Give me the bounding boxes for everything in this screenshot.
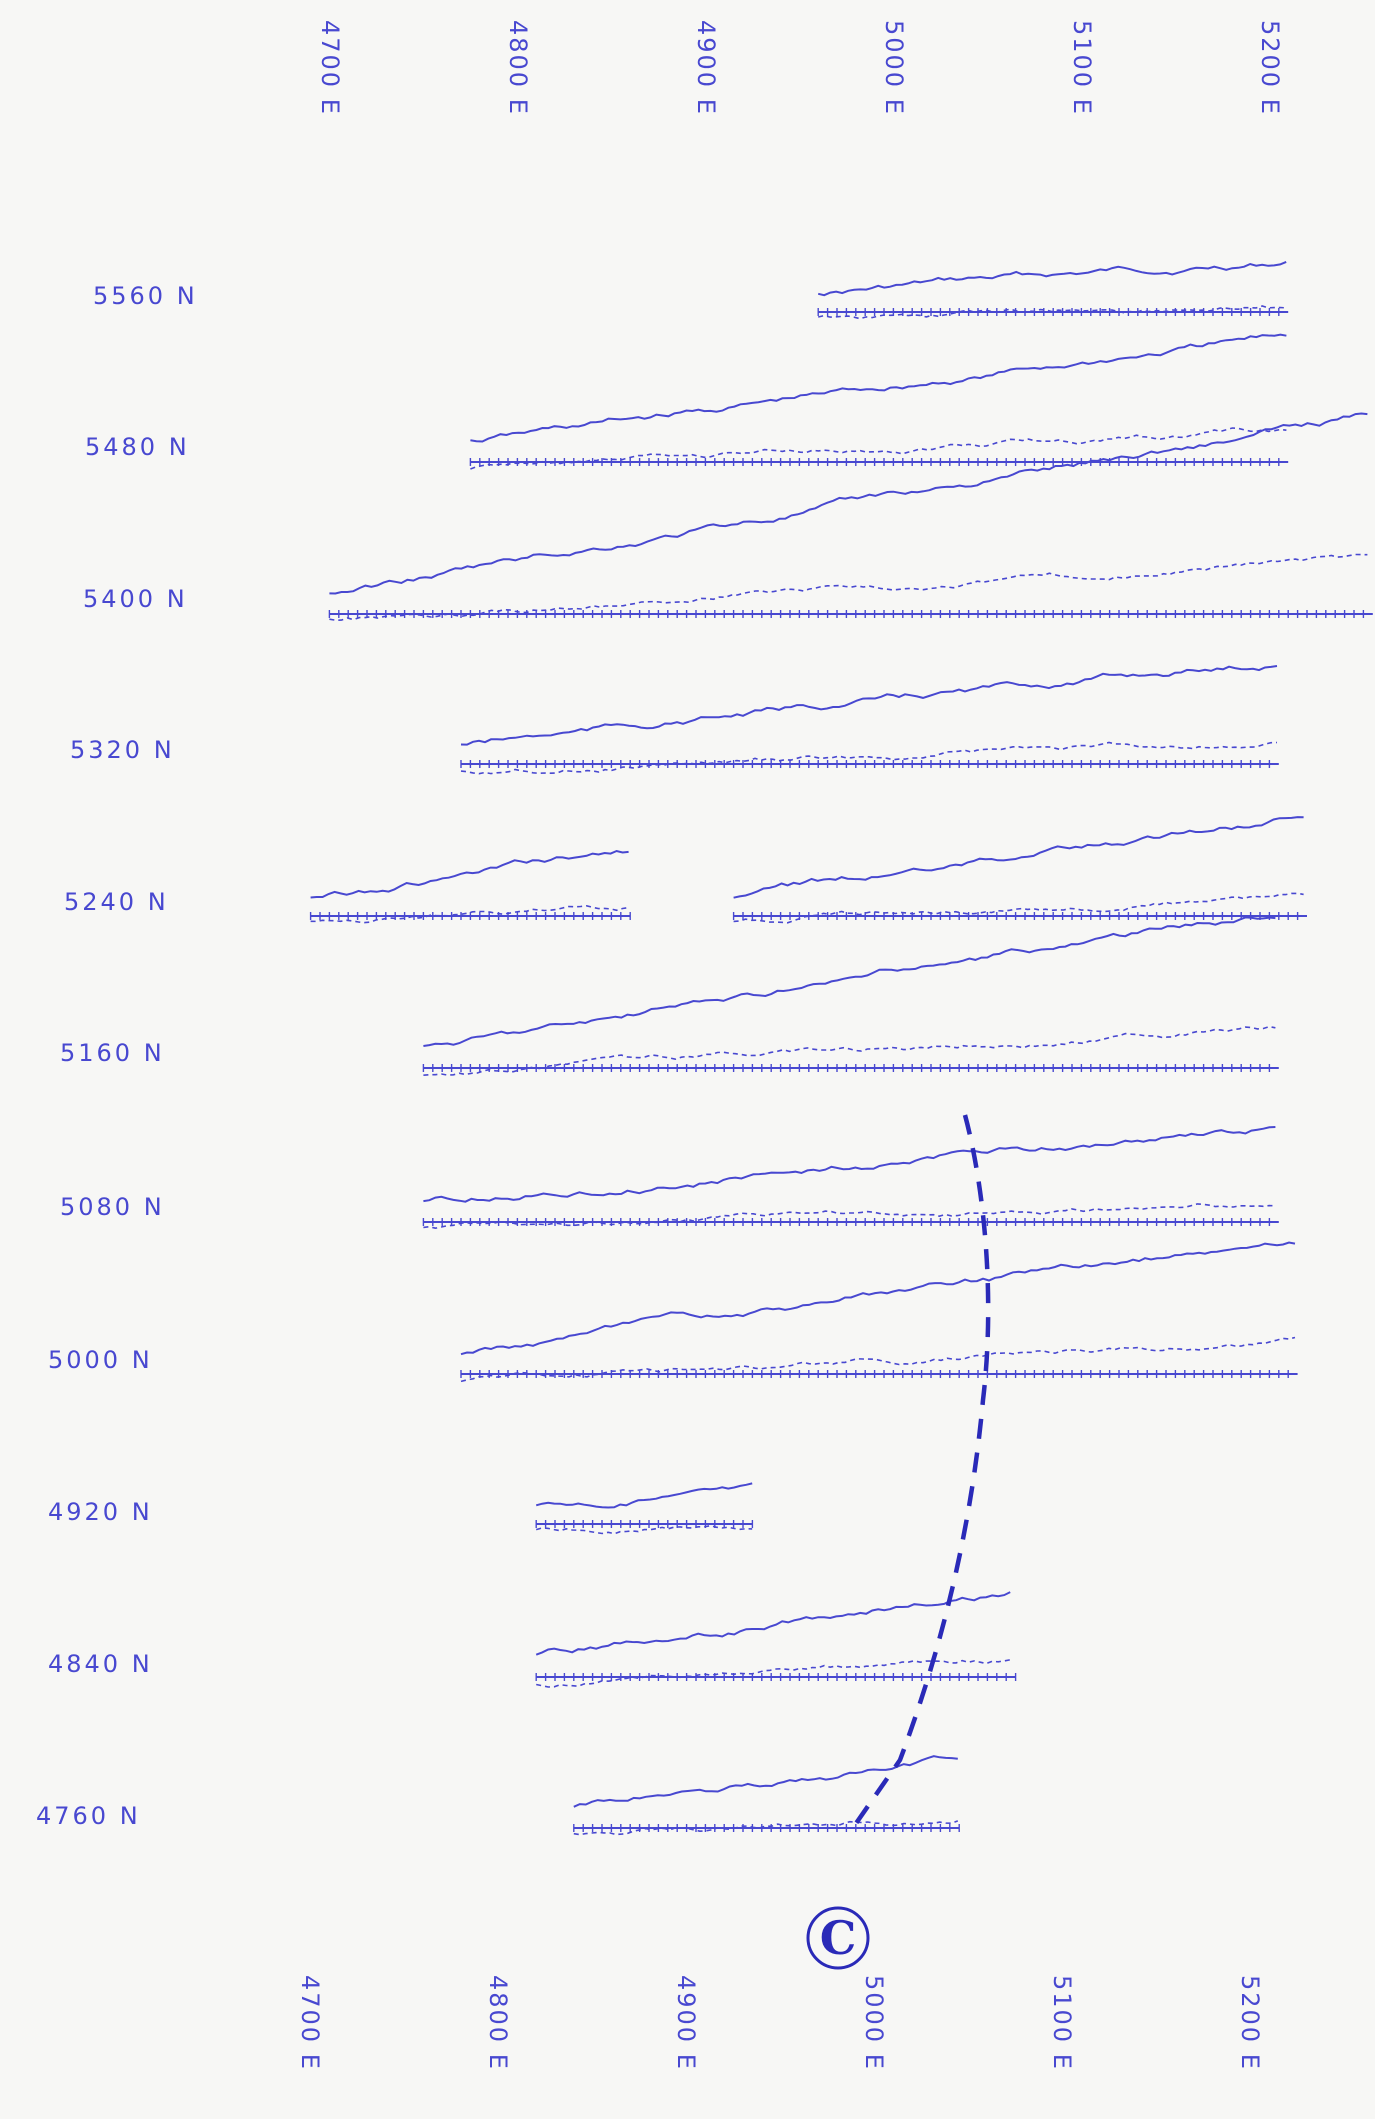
solid-trace [310, 849, 629, 899]
dashed-trace [460, 741, 1278, 775]
northing-label: 5480 N [85, 433, 190, 461]
northing-label: 5400 N [83, 585, 188, 613]
dashed-trace [733, 892, 1304, 924]
top-tick-label: 4700 E [316, 20, 344, 116]
solid-trace [460, 1241, 1296, 1356]
top-tick-label: 5100 E [1068, 20, 1096, 116]
solid-trace [470, 333, 1287, 443]
northing-labels: 5560 N 5480 N 5400 N 5320 N 5240 N 5160 N 5080… [36, 282, 198, 1830]
profile-line [535, 1591, 1017, 1688]
profile-line [460, 665, 1279, 775]
solid-trace [573, 1755, 958, 1808]
circled-c-annotation: C [806, 1906, 870, 1970]
interpreted-contact-line [848, 1114, 991, 1834]
bottom-tick-label: 4800 E [484, 1975, 512, 2071]
profile-line [328, 412, 1373, 622]
top-tick-label: 4800 E [504, 20, 532, 116]
annotation-circle [806, 1906, 870, 1970]
solid-trace [460, 665, 1278, 746]
solid-trace [423, 916, 1276, 1047]
northing-label: 5000 N [48, 1346, 153, 1374]
dashed-trace [460, 1336, 1296, 1383]
dashed-trace [470, 427, 1287, 470]
bottom-tick-label: 4900 E [672, 1975, 700, 2071]
northing-label: 5080 N [60, 1193, 165, 1221]
top-tick-label: 5000 E [880, 20, 908, 116]
bottom-tick-label: 5100 E [1048, 1975, 1076, 2071]
profile-line [422, 1126, 1279, 1230]
dashed-trace [573, 1820, 959, 1836]
northing-label: 4920 N [48, 1498, 153, 1526]
top-tick-label: 5200 E [1256, 20, 1284, 116]
profile-line [535, 1482, 754, 1535]
northing-label: 4760 N [36, 1802, 141, 1830]
dashed-trace [818, 305, 1287, 320]
solid-trace [329, 412, 1368, 595]
northing-label: 5160 N [60, 1039, 165, 1067]
dashed-trace [535, 1524, 753, 1535]
dashed-trace [423, 1025, 1276, 1076]
northing-label: 4840 N [48, 1650, 153, 1678]
contact-dash-line [848, 1114, 991, 1834]
profile-line [817, 260, 1289, 320]
profile-line [309, 816, 1307, 924]
profile-line [422, 916, 1279, 1076]
dashed-trace [423, 1203, 1276, 1230]
solid-trace [535, 1591, 1011, 1656]
solid-trace [535, 1482, 753, 1509]
bottom-tick-label: 5000 E [860, 1975, 888, 2071]
solid-trace [423, 1126, 1276, 1203]
bottom-tick-label: 4700 E [296, 1975, 324, 2071]
profile-lines [309, 260, 1373, 1836]
bottom-easting-axis: 4700 E 4800 E 4900 E 5000 E 5100 E 5200 E [296, 1975, 1264, 2071]
annotation-letter: C [820, 1911, 857, 1965]
top-easting-axis: 4700 E 4800 E 4900 E 5000 E 5100 E 5200 E [316, 20, 1284, 116]
solid-trace [817, 260, 1287, 297]
dashed-trace [536, 1659, 1011, 1688]
profile-line [573, 1755, 960, 1836]
northing-label: 5240 N [64, 888, 169, 916]
northing-label: 5560 N [93, 282, 198, 310]
top-tick-label: 4900 E [692, 20, 720, 116]
solid-trace [733, 816, 1304, 899]
profile-line [460, 1241, 1298, 1383]
bottom-tick-label: 5200 E [1236, 1975, 1264, 2071]
profile-line [469, 333, 1289, 470]
northing-label: 5320 N [70, 736, 175, 764]
